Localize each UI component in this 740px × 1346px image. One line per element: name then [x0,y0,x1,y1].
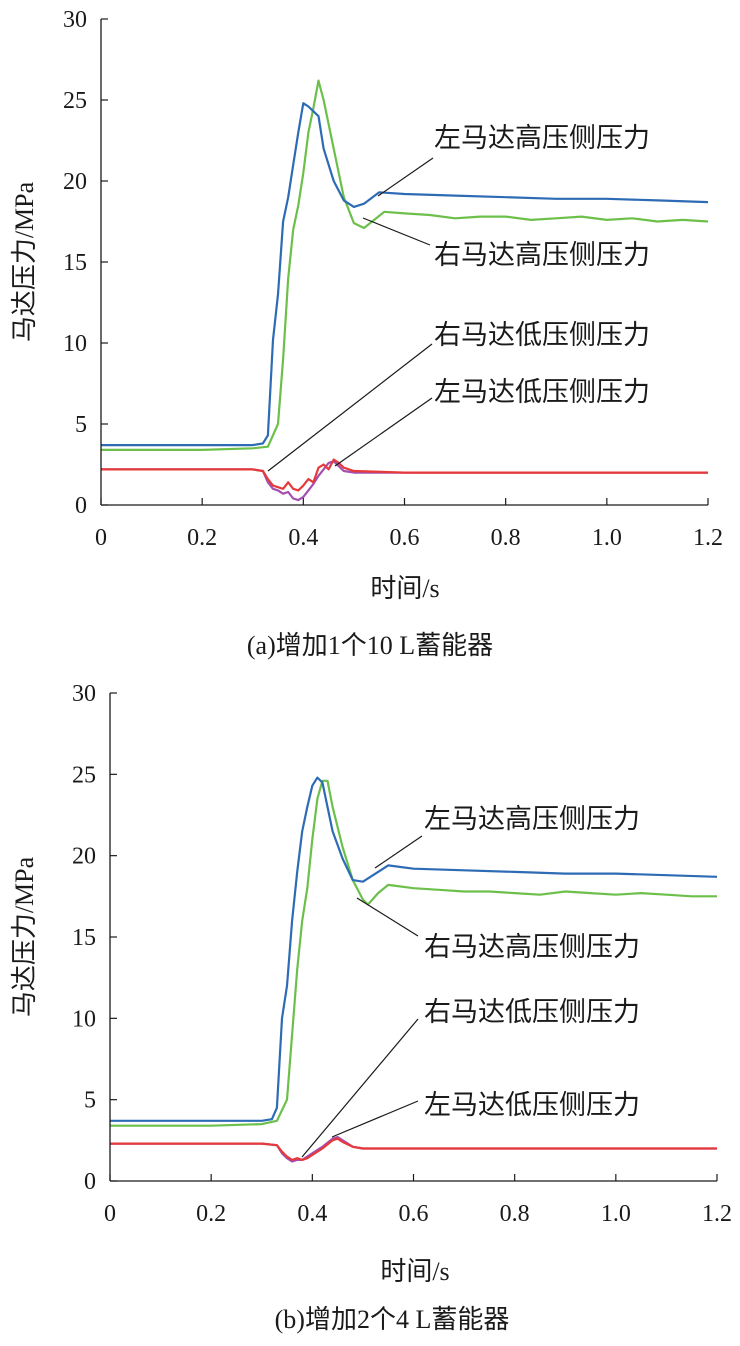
x-tick-label: 1.0 [592,525,622,551]
annotation-series-1: 右马达高压侧压力 [356,897,640,962]
y-tick-label: 25 [72,762,96,788]
x-tick-label: 0.6 [390,525,420,551]
y-tick-label: 10 [72,1006,96,1032]
x-tick-label: 0.4 [288,525,318,551]
annotation-leader-line [374,835,423,869]
x-tick-label: 0.2 [196,1201,226,1227]
x-tick-label: 0 [104,1201,116,1227]
x-tick-label: 1.2 [693,525,723,551]
series-line-2 [101,458,708,492]
axis-ticks: 0 5 10 15 20 25 30 0 0.2 0.4 0.6 0.8 1.0 1.2 [63,7,723,551]
annotation-leader-line [267,343,433,472]
annotation-series-3: 左马达低压侧压力 [331,1090,640,1138]
annotation-label: 左马达低压侧压力 [434,377,650,407]
annotation-series-2: 右马达低压侧压力 [267,320,650,472]
annotation-label: 左马达高压侧压力 [434,123,650,153]
annotation-label: 左马达低压侧压力 [424,1090,640,1120]
y-tick-label: 10 [63,331,87,357]
annotation-leader-line [377,157,434,197]
annotation-series-0: 左马达高压侧压力 [374,804,640,869]
axes [109,693,717,1182]
x-tick-label: 0.2 [187,525,217,551]
y-tick-label: 0 [84,1169,96,1195]
annotation-label: 右马达高压侧压力 [434,240,650,270]
chart-panel-a: 马达压力/MPa 0 5 10 15 20 25 30 0 0.2 0.4 0.6 0.8 1.0 1.2… [10,7,723,660]
y-tick-label: 30 [63,7,87,33]
x-tick-label: 1.2 [702,1201,732,1227]
annotation-label: 右马达低压侧压力 [424,997,640,1027]
chart-panel-b: 马达压力/MPa 0 5 10 15 20 25 30 0 0.2 0.4 0.6 0.8 1.0 1.2… [10,681,732,1334]
annotation-label: 右马达低压侧压力 [434,320,650,350]
y-tick-label: 0 [75,493,87,519]
y-tick-label: 5 [75,412,87,438]
series-line-3 [101,460,708,502]
series-line-0 [101,102,709,447]
series-line-2 [110,1137,717,1161]
x-tick-label: 1.0 [601,1201,631,1227]
annotation-label: 右马达高压侧压力 [424,932,640,962]
series-line-1 [110,779,717,1127]
y-axis-title: 马达压力/MPa [10,856,39,1017]
x-axis-title: 时间/s [380,1257,449,1286]
x-tick-label: 0.8 [500,1201,530,1227]
annotation-series-1: 右马达高压侧压力 [362,217,650,270]
annotation-series-3: 左马达低压侧压力 [334,377,650,467]
x-axis-title: 时间/s [370,574,439,603]
series-group [101,79,709,502]
x-tick-label: 0.6 [399,1201,429,1227]
annotation-leader-line [301,1018,419,1158]
y-tick-label: 20 [63,169,87,195]
axis-ticks: 0 5 10 15 20 25 30 0 0.2 0.4 0.6 0.8 1.0 1.2 [72,681,732,1227]
annotation-series-2: 右马达低压侧压力 [301,997,640,1158]
axes [100,19,708,506]
x-tick-label: 0.4 [297,1201,327,1227]
series-line-1 [101,79,709,451]
y-tick-label: 20 [72,844,96,870]
y-tick-label: 30 [72,681,96,707]
annotation-leader-line [334,397,433,467]
series-line-0 [110,776,718,1122]
figure-caption: (a)增加1个10 L蓄能器 [247,631,493,660]
annotation-series-0: 左马达高压侧压力 [377,123,650,197]
x-tick-label: 0 [95,525,107,551]
x-tick-label: 0.8 [491,525,521,551]
y-tick-label: 15 [72,925,96,951]
annotation-label: 左马达高压侧压力 [424,804,640,834]
y-axis-title: 马达压力/MPa [10,181,39,342]
y-tick-label: 25 [63,88,87,114]
y-tick-label: 15 [63,250,87,276]
annotation-leader-line [331,1100,419,1138]
annotation-leader-line [362,217,431,246]
figure-caption: (b)增加2个4 L蓄能器 [275,1305,510,1334]
series-group [110,776,718,1163]
annotation-leader-line [356,897,419,937]
y-tick-label: 5 [84,1088,96,1114]
